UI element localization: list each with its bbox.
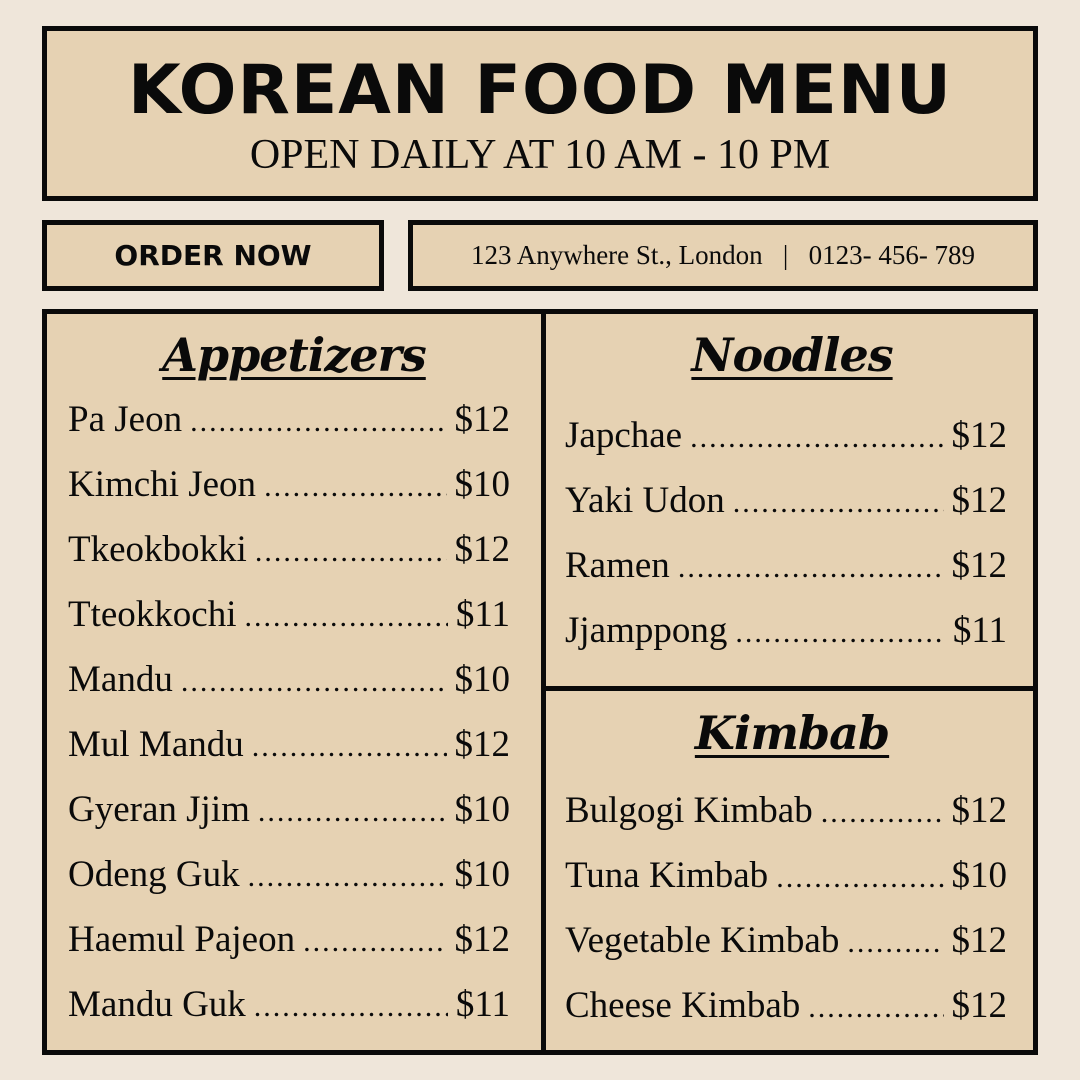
separator: | xyxy=(782,240,789,270)
item-price: $10 xyxy=(454,854,511,895)
section-title-appetizers: Appetizers xyxy=(162,328,427,382)
page-title: KOREAN FOOD MENU xyxy=(128,51,952,130)
dotted-leader xyxy=(733,479,944,522)
dotted-leader xyxy=(248,853,447,896)
section-title-kimbab: Kimbab xyxy=(694,706,890,760)
item-name: Pa Jeon xyxy=(68,399,183,440)
menu-item: Bulgogi Kimbab $12 xyxy=(565,789,1007,854)
item-price: $12 xyxy=(454,399,511,440)
item-name: Haemul Pajeon xyxy=(68,919,296,960)
item-price: $12 xyxy=(454,724,511,765)
opening-hours: OPEN DAILY AT 10 AM - 10 PM xyxy=(249,132,831,178)
item-price: $12 xyxy=(951,415,1008,456)
item-name: Yaki Udon xyxy=(565,480,725,521)
section-title-noodles: Noodles xyxy=(691,328,893,382)
item-name: Tteokkochi xyxy=(68,594,237,635)
item-name: Mandu Guk xyxy=(68,984,246,1025)
noodles-list: Japchae $12 Yaki Udon $12 Ramen $12 Jjamppong $… xyxy=(565,414,1007,674)
item-name: Mandu xyxy=(68,659,173,700)
item-price: $12 xyxy=(951,985,1008,1026)
item-price: $11 xyxy=(455,984,510,1025)
menu-item: Kimchi Jeon $10 xyxy=(68,463,510,528)
dotted-leader xyxy=(808,984,943,1027)
menu-item: Mandu Guk $11 xyxy=(68,983,510,1048)
menu-item: Vegetable Kimbab $12 xyxy=(565,919,1007,984)
item-name: Odeng Guk xyxy=(68,854,240,895)
dotted-leader xyxy=(735,609,944,652)
menu-item: Haemul Pajeon $12 xyxy=(68,918,510,983)
item-name: Tuna Kimbab xyxy=(565,855,769,896)
item-name: Bulgogi Kimbab xyxy=(565,790,813,831)
address: 123 Anywhere St., London xyxy=(470,240,763,270)
menu-item: Mul Mandu $12 xyxy=(68,723,510,788)
kimbab-list: Bulgogi Kimbab $12 Tuna Kimbab $10 Vegetable… xyxy=(565,789,1007,1049)
item-price: $11 xyxy=(952,610,1007,651)
item-price: $12 xyxy=(951,480,1008,521)
menu-item: Ramen $12 xyxy=(565,544,1007,609)
item-price: $12 xyxy=(951,545,1008,586)
dotted-leader xyxy=(690,414,943,457)
dotted-leader xyxy=(258,788,447,831)
dotted-leader xyxy=(190,398,446,441)
dotted-leader xyxy=(264,463,446,506)
dotted-leader xyxy=(821,789,944,832)
menu-item: Gyeran Jjim $10 xyxy=(68,788,510,853)
phone: 0123- 456- 789 xyxy=(808,240,976,270)
item-name: Cheese Kimbab xyxy=(565,985,801,1026)
appetizers-list: Pa Jeon $12 Kimchi Jeon $10 Tkeokbokki $12 Tte… xyxy=(68,398,510,1048)
menu-panel: Appetizers Pa Jeon $12 Kimchi Jeon $10 Tkeok… xyxy=(42,309,1038,1055)
menu-item: Pa Jeon $12 xyxy=(68,398,510,463)
dotted-leader xyxy=(254,983,448,1026)
item-price: $12 xyxy=(454,529,511,570)
dotted-leader xyxy=(847,919,943,962)
menu-item: Tteokkochi $11 xyxy=(68,593,510,658)
item-name: Japchae xyxy=(565,415,683,456)
dotted-leader xyxy=(252,723,447,766)
item-price: $11 xyxy=(455,594,510,635)
menu-item: Tuna Kimbab $10 xyxy=(565,854,1007,919)
menu-item: Tkeokbokki $12 xyxy=(68,528,510,593)
dotted-leader xyxy=(678,544,944,587)
menu-item: Cheese Kimbab $12 xyxy=(565,984,1007,1049)
item-name: Kimchi Jeon xyxy=(68,464,257,505)
item-price: $10 xyxy=(951,855,1008,896)
dotted-leader xyxy=(255,528,447,571)
item-name: Jjamppong xyxy=(565,610,728,651)
horizontal-divider xyxy=(541,686,1033,691)
item-price: $10 xyxy=(454,789,511,830)
menu-item: Mandu $10 xyxy=(68,658,510,723)
header-banner: KOREAN FOOD MENU OPEN DAILY AT 10 AM - 1… xyxy=(42,26,1038,201)
item-name: Gyeran Jjim xyxy=(68,789,250,830)
vertical-divider xyxy=(541,314,546,1050)
item-name: Tkeokbokki xyxy=(68,529,247,570)
menu-item: Japchae $12 xyxy=(565,414,1007,479)
menu-item: Odeng Guk $10 xyxy=(68,853,510,918)
item-price: $12 xyxy=(951,920,1008,961)
menu-item: Jjamppong $11 xyxy=(565,609,1007,674)
item-name: Mul Mandu xyxy=(68,724,244,765)
item-price: $12 xyxy=(454,919,511,960)
dotted-leader xyxy=(181,658,447,701)
item-price: $10 xyxy=(454,464,511,505)
dotted-leader xyxy=(245,593,448,636)
item-price: $10 xyxy=(454,659,511,700)
menu-item: Yaki Udon $12 xyxy=(565,479,1007,544)
dotted-leader xyxy=(776,854,943,897)
contact-info: 123 Anywhere St., London | 0123- 456- 78… xyxy=(408,220,1038,291)
item-price: $12 xyxy=(951,790,1008,831)
item-name: Ramen xyxy=(565,545,670,586)
dotted-leader xyxy=(303,918,446,961)
order-now-button[interactable]: ORDER NOW xyxy=(42,220,384,291)
item-name: Vegetable Kimbab xyxy=(565,920,840,961)
